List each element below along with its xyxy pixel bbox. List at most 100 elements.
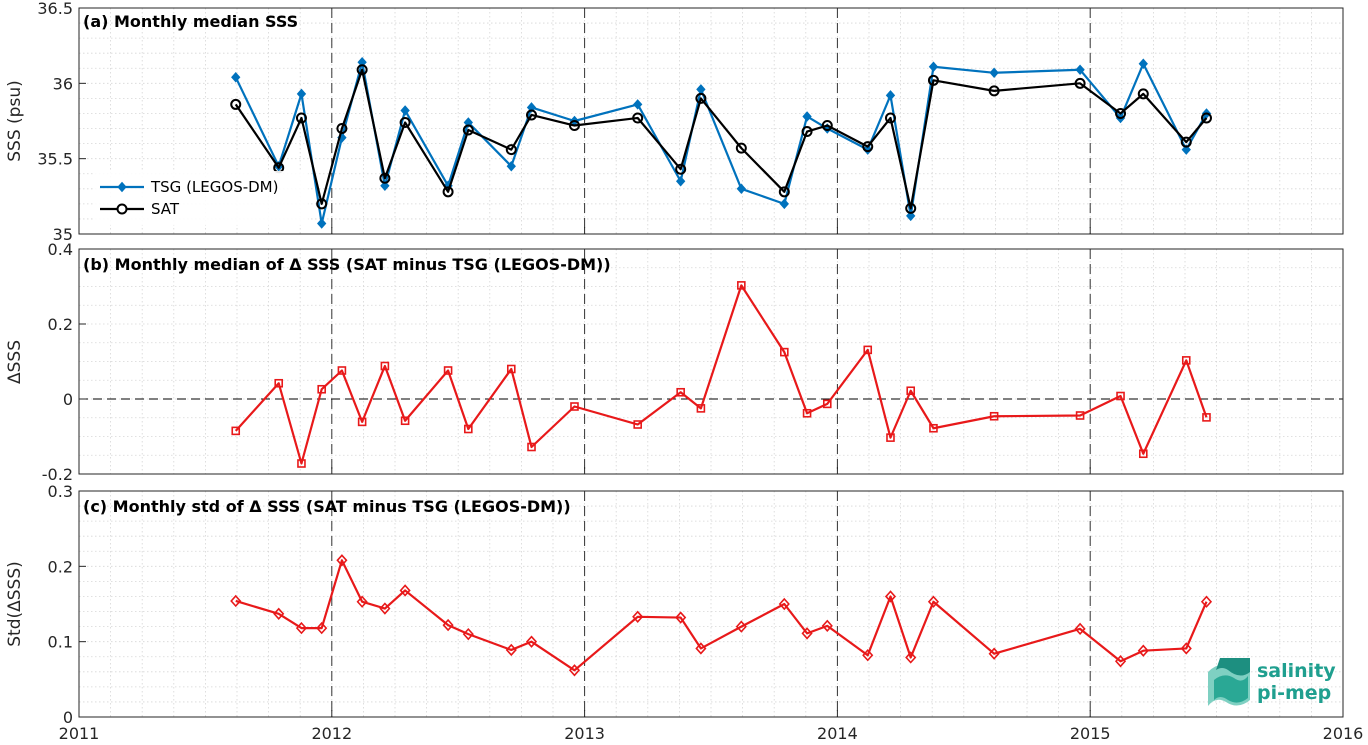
- data-point: [632, 112, 644, 124]
- data-point: [462, 627, 474, 641]
- panel-b-delta-sss: -0.2 0 0.2 0.4 (b) Monthly median of Δ SSS …: [5, 240, 1344, 484]
- data-point: [989, 67, 999, 79]
- y-tick-label: 0.4: [48, 240, 73, 259]
- data-point: [570, 402, 579, 411]
- data-point: [802, 408, 812, 418]
- data-point: [230, 98, 242, 110]
- data-point: [336, 554, 348, 567]
- data-point: [737, 281, 746, 290]
- data-point: [1202, 413, 1211, 422]
- y-tick-label: 0.1: [48, 633, 73, 652]
- data-point: [379, 172, 391, 184]
- data-point: [862, 649, 874, 662]
- data-point: [1075, 64, 1085, 76]
- panel-a-title: (a) Monthly median SSS: [83, 12, 298, 31]
- data-point: [675, 176, 686, 187]
- data-point: [821, 120, 833, 132]
- data-point: [906, 210, 916, 222]
- logo-text-salinity: salinity: [1257, 660, 1336, 682]
- data-point: [1181, 356, 1191, 365]
- data-point: [230, 594, 242, 608]
- data-point: [525, 635, 538, 648]
- data-point: [462, 124, 474, 136]
- data-point: [632, 610, 644, 624]
- data-point: [862, 141, 874, 153]
- data-point: [231, 426, 241, 436]
- data-point: [1180, 642, 1192, 655]
- y-tick-label: 35: [53, 225, 73, 244]
- data-point: [633, 420, 642, 429]
- data-point: [928, 61, 939, 73]
- y-tick-label: 0.2: [48, 315, 73, 334]
- legend: TSG (LEGOS-DM) SAT: [95, 171, 308, 225]
- data-point: [317, 218, 327, 229]
- data-point: [526, 109, 538, 121]
- data-point: [568, 120, 580, 132]
- data-point: [296, 88, 307, 100]
- data-point: [273, 607, 285, 620]
- data-point: [736, 183, 747, 195]
- data-point: [1115, 107, 1127, 119]
- panel-c-title: (c) Monthly std of Δ SSS (SAT minus TSG …: [83, 497, 571, 516]
- data-point: [905, 651, 917, 664]
- data-point: [295, 621, 308, 635]
- data-point: [400, 105, 410, 116]
- data-point: [297, 459, 306, 468]
- y-tick-label: 0.2: [48, 557, 73, 576]
- data-point: [357, 56, 367, 68]
- data-point: [527, 442, 536, 452]
- panel-b-title: (b) Monthly median of Δ SSS (SAT minus T…: [83, 255, 611, 274]
- data-point: [884, 112, 896, 124]
- data-point: [822, 399, 832, 409]
- data-point: [801, 126, 813, 138]
- data-point: [463, 117, 473, 128]
- data-point: [505, 643, 517, 657]
- data-point: [380, 180, 390, 192]
- data-point: [231, 72, 241, 83]
- data-point: [821, 619, 833, 633]
- data-point: [779, 198, 789, 210]
- data-point: [695, 92, 707, 104]
- data-point: [989, 411, 999, 421]
- data-point: [1137, 88, 1149, 100]
- legend-sat: SAT: [151, 200, 180, 218]
- y-tick-label: 0: [63, 390, 73, 409]
- data-point: [884, 590, 897, 603]
- salinity-pimep-logo: salinity pi-mep: [1208, 658, 1336, 706]
- x-tick-label: 2015: [1070, 724, 1111, 743]
- data-point: [274, 378, 284, 388]
- y-tick-label: 0.3: [48, 482, 73, 501]
- data-point: [568, 664, 581, 677]
- data-point: [780, 347, 789, 357]
- data-point: [863, 345, 873, 355]
- data-point: [1138, 449, 1148, 459]
- data-point: [1116, 391, 1125, 401]
- data-point: [676, 387, 685, 397]
- data-point: [399, 117, 411, 129]
- data-point: [886, 433, 895, 442]
- data-point: [778, 597, 790, 611]
- data-point: [905, 202, 917, 214]
- panel-c-std-delta-sss: 0 0.1 0.2 0.3 2011 2012 2013 2014 2015 2016 (c) …: [5, 482, 1363, 743]
- legend-tsg: TSG (LEGOS-DM): [150, 178, 278, 196]
- panel-c-ylabel: Std(ΔSSS): [5, 561, 25, 647]
- data-point: [735, 142, 747, 154]
- data-point: [778, 186, 790, 198]
- axes-box: [78, 248, 1344, 475]
- data-point: [1180, 136, 1192, 148]
- data-point: [336, 123, 348, 135]
- data-point: [356, 64, 368, 76]
- data-point: [505, 144, 517, 156]
- data-point: [801, 627, 813, 640]
- data-point: [1114, 655, 1127, 668]
- data-point: [1074, 77, 1086, 89]
- data-point: [442, 618, 454, 632]
- data-point: [1181, 144, 1191, 155]
- x-tick-label: 2013: [564, 724, 605, 743]
- panel-a-sss: 35 35.5 36 36.5 (a) Monthly median SSS SSS …: [5, 0, 1344, 244]
- data-point: [399, 584, 411, 597]
- data-point: [400, 416, 410, 426]
- data-point: [927, 74, 939, 86]
- x-tick-label: 2014: [817, 724, 858, 743]
